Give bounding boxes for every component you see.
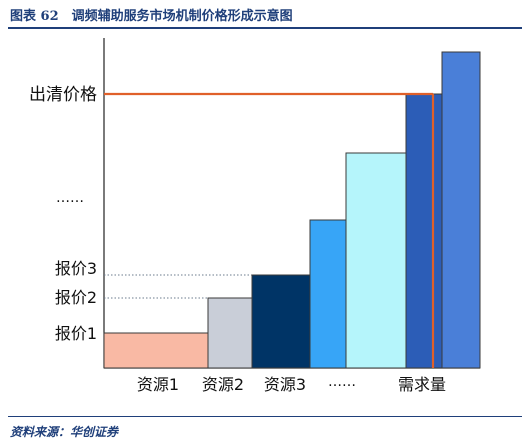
bar-resource-3 xyxy=(251,274,311,369)
resource1-label: 资源1 xyxy=(137,375,179,394)
footer-divider xyxy=(8,416,522,417)
bar-group xyxy=(103,51,481,369)
bar-resource-4 xyxy=(309,219,347,369)
demand-label: 需求量 xyxy=(398,375,446,394)
y-ellipsis-label: …… xyxy=(56,190,84,206)
bid2-label: 报价2 xyxy=(55,288,97,307)
bar-resource-5 xyxy=(345,152,407,369)
title-divider xyxy=(8,27,522,29)
bar-resource-6 xyxy=(405,93,443,369)
bar-resource-7 xyxy=(441,51,481,369)
bar-resource-2 xyxy=(207,297,253,369)
figure-title: 图表 62 调频辅助服务市场机制价格形成示意图 xyxy=(10,9,293,24)
bid1-label: 报价1 xyxy=(55,324,97,343)
resource3-label: 资源3 xyxy=(264,375,306,394)
clearing-price-label: 出清价格 xyxy=(29,85,97,105)
x-ellipsis-label: …… xyxy=(328,374,356,390)
resource2-label: 资源2 xyxy=(202,375,244,394)
bid3-label: 报价3 xyxy=(55,259,97,278)
source-note: 资料来源：华创证券 xyxy=(10,425,119,439)
bar-resource-1 xyxy=(103,332,209,369)
